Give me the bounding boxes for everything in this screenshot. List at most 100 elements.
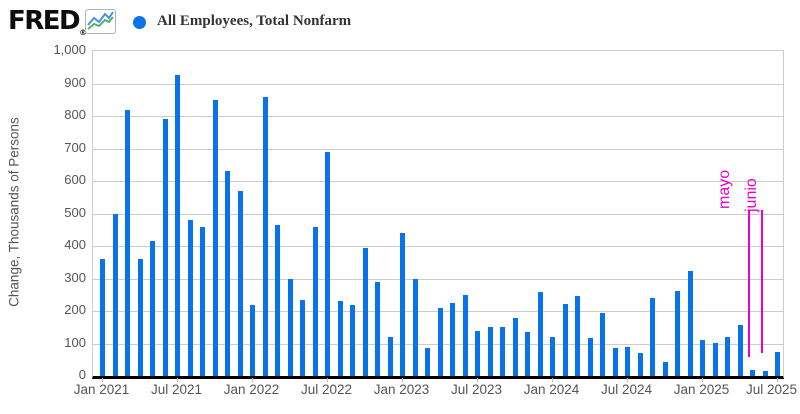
gridline-400 — [93, 246, 783, 247]
bar-may-2024[interactable] — [600, 313, 605, 376]
x-tick-label: Jul 2025 — [745, 382, 798, 397]
y-tick-label: 500 — [64, 204, 86, 220]
bar-may-2022[interactable] — [300, 299, 305, 376]
bar-aug-2021[interactable] — [187, 220, 193, 376]
y-tick-label: 600 — [64, 172, 86, 187]
y-tick-label: 0 — [78, 367, 86, 382]
fred-logo[interactable]: FRED® — [8, 6, 87, 37]
bar-mar-2024[interactable] — [575, 296, 580, 376]
bar-jul-2021[interactable] — [175, 75, 180, 376]
fred-chart-icon[interactable] — [85, 9, 116, 34]
chart-header: FRED® All Employees, Total Nonfarm — [0, 0, 800, 46]
bar-jan-2025[interactable] — [700, 339, 705, 376]
bar-sep-2021[interactable] — [200, 226, 205, 376]
bar-may-2023[interactable] — [450, 302, 455, 376]
annotation-line-junio — [760, 210, 763, 353]
bar-jul-2023[interactable] — [475, 330, 480, 376]
bar-dec-2021[interactable] — [237, 190, 243, 376]
x-tick — [101, 378, 103, 382]
bar-aug-2023[interactable] — [487, 327, 493, 376]
bar-jul-2025[interactable] — [775, 352, 780, 376]
gridline-700 — [93, 148, 783, 150]
bar-jan-2023[interactable] — [400, 233, 405, 376]
bar-sep-2022[interactable] — [350, 304, 355, 376]
x-tick-label: Jan 2024 — [523, 382, 580, 397]
gridline-500 — [93, 213, 783, 215]
bar-oct-2023[interactable] — [512, 317, 518, 376]
bar-apr-2023[interactable] — [437, 307, 443, 376]
bar-apr-2024[interactable] — [587, 337, 593, 376]
bar-nov-2023[interactable] — [525, 332, 530, 376]
bar-oct-2022[interactable] — [362, 247, 368, 376]
x-tick-label: Jan 2022 — [223, 382, 280, 397]
bar-sep-2023[interactable] — [500, 327, 505, 376]
annotation-line-mayo — [748, 210, 750, 357]
gridline-600 — [93, 181, 783, 182]
y-tick-label: 200 — [64, 302, 86, 317]
x-tick — [251, 378, 253, 382]
x-tick-label: Jul 2024 — [600, 382, 653, 397]
gridline-900 — [93, 83, 783, 85]
bar-jun-2024[interactable] — [612, 347, 618, 376]
y-tick-label: 900 — [64, 74, 86, 90]
legend-series-dot — [133, 16, 146, 29]
y-tick-label: 1,000 — [53, 42, 86, 57]
bar-nov-2021[interactable] — [225, 171, 230, 376]
bar-mar-2025[interactable] — [725, 337, 730, 376]
bar-oct-2021[interactable] — [212, 99, 218, 376]
x-tick-label: Jul 2021 — [150, 382, 203, 397]
bar-dec-2023[interactable] — [537, 291, 543, 376]
bar-may-2025[interactable] — [750, 369, 755, 376]
bar-sep-2024[interactable] — [650, 298, 655, 376]
legend-series-label[interactable]: All Employees, Total Nonfarm — [157, 13, 352, 29]
y-tick-label: 300 — [64, 269, 86, 285]
bar-feb-2025[interactable] — [712, 342, 718, 376]
bar-apr-2025[interactable] — [737, 324, 743, 376]
x-tick — [701, 378, 703, 382]
bar-mar-2022[interactable] — [275, 224, 280, 376]
bar-jan-2022[interactable] — [250, 304, 255, 376]
bar-jan-2024[interactable] — [550, 337, 555, 376]
bar-mar-2023[interactable] — [425, 348, 430, 376]
x-tick-label: Jan 2021 — [73, 382, 130, 397]
bar-feb-2021[interactable] — [112, 213, 118, 376]
bar-apr-2021[interactable] — [137, 259, 143, 376]
x-tick — [551, 378, 553, 382]
plot-area — [92, 50, 784, 379]
bar-nov-2024[interactable] — [675, 291, 680, 376]
y-tick-label: 700 — [64, 139, 86, 155]
bar-jan-2021[interactable] — [100, 259, 105, 376]
bar-jun-2025[interactable] — [762, 371, 768, 376]
bar-jun-2021[interactable] — [162, 119, 168, 376]
x-tick — [401, 378, 403, 382]
bar-jul-2022[interactable] — [325, 151, 330, 376]
bar-feb-2022[interactable] — [262, 96, 268, 376]
bar-aug-2022[interactable] — [337, 301, 343, 376]
x-tick-label: Jan 2023 — [373, 382, 430, 397]
bar-nov-2022[interactable] — [375, 281, 380, 376]
bar-mar-2021[interactable] — [125, 109, 130, 376]
bar-jun-2022[interactable] — [312, 226, 318, 376]
bar-aug-2024[interactable] — [637, 352, 643, 376]
x-tick — [476, 378, 478, 382]
y-tick-label: 400 — [64, 237, 86, 252]
bar-dec-2024[interactable] — [687, 271, 693, 376]
y-tick-label: 100 — [64, 334, 86, 350]
gridline-800 — [93, 116, 783, 117]
annotation-label-junio: junio — [742, 178, 760, 212]
gridline-300 — [93, 278, 783, 280]
bar-jun-2023[interactable] — [462, 294, 468, 376]
annotation-label-mayo: mayo — [716, 169, 733, 209]
bar-feb-2024[interactable] — [562, 303, 568, 376]
x-tick — [326, 378, 328, 382]
bar-dec-2022[interactable] — [387, 337, 393, 376]
zigzag-lines-icon — [87, 11, 114, 30]
y-tick-label: 800 — [64, 107, 86, 122]
bar-feb-2023[interactable] — [412, 278, 418, 376]
bar-oct-2024[interactable] — [662, 361, 668, 376]
x-tick-label: Jan 2025 — [673, 382, 730, 397]
bar-jul-2024[interactable] — [625, 347, 630, 376]
bar-may-2021[interactable] — [150, 241, 155, 376]
bar-apr-2022[interactable] — [287, 278, 293, 376]
x-tick — [626, 378, 628, 382]
